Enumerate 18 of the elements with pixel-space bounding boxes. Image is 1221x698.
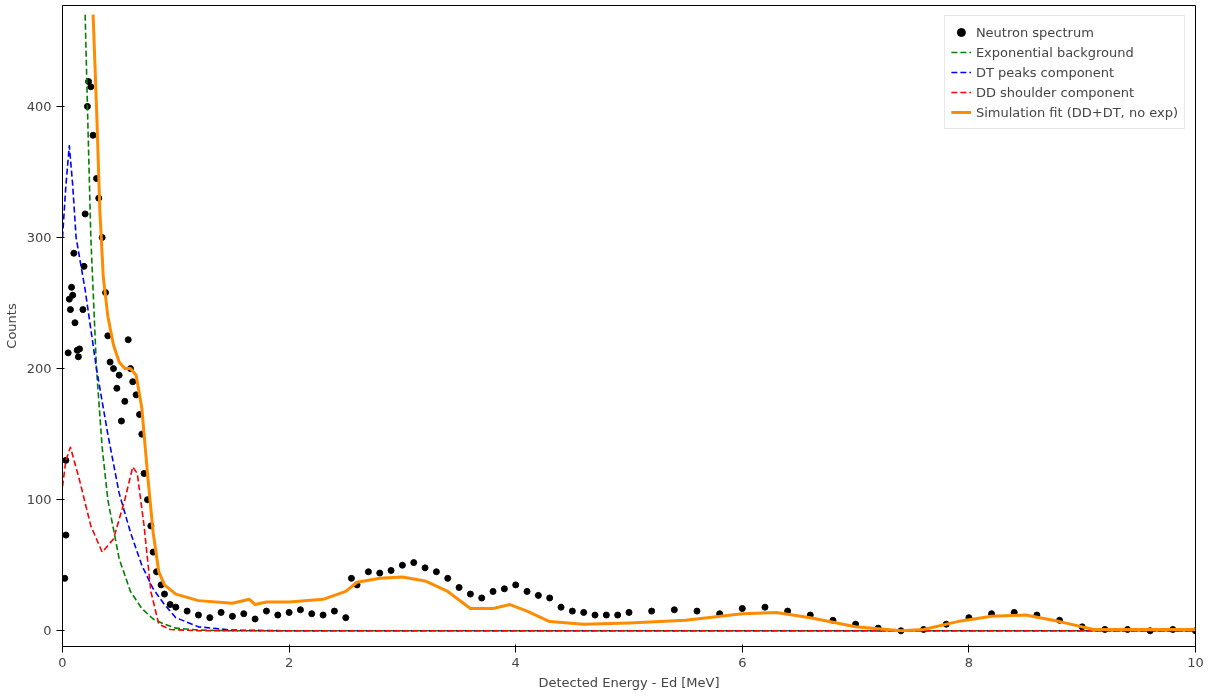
y-tick-label: 400 (26, 98, 52, 114)
legend-label: Neutron spectrum (975, 24, 1094, 40)
y-axis-title: Counts (3, 303, 19, 349)
y-tick-label: 100 (26, 492, 52, 508)
x-tick-label: 8 (964, 654, 974, 670)
x-tick-label: 6 (738, 654, 747, 670)
x-axis-title: Detected Energy - Ed [MeV] (538, 674, 720, 690)
legend-label: DD shoulder component (975, 84, 1135, 100)
x-tick-label: 0 (58, 654, 67, 670)
x-tick-label: 4 (511, 654, 520, 670)
y-tick-label: 0 (43, 623, 52, 639)
legend-label: DT peaks component (975, 64, 1115, 80)
x-tick-label: 10 (1187, 654, 1204, 670)
legend-label: Simulation fit (DD+DT, no exp) (975, 104, 1178, 120)
y-tick-label: 200 (26, 361, 52, 377)
x-tick-label: 2 (284, 654, 294, 670)
y-tick-label: 300 (26, 230, 52, 246)
legend-label: Exponential background (975, 44, 1134, 60)
